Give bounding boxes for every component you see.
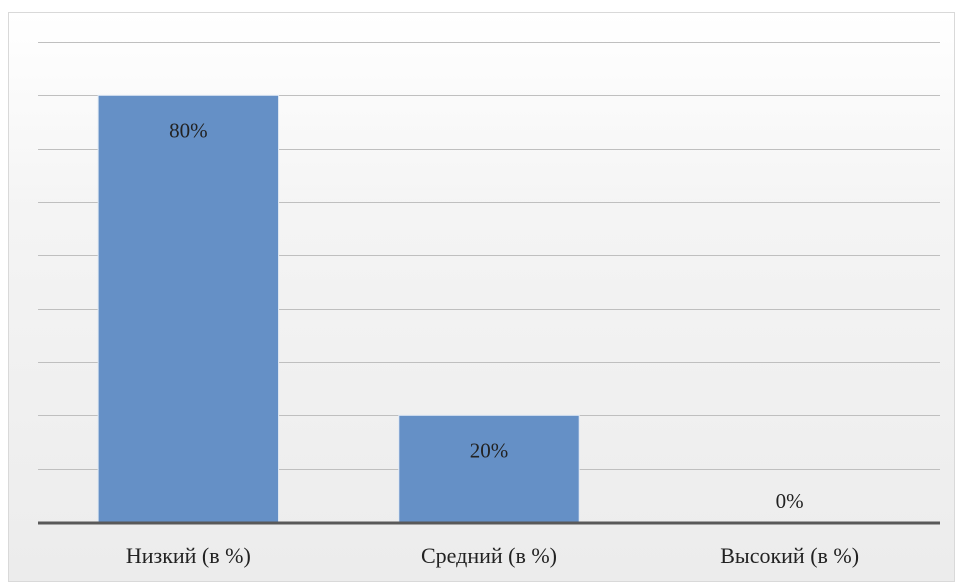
data-labels: 80% 20% 0% <box>169 118 804 513</box>
data-label-3: 0% <box>776 489 804 513</box>
category-label-3: Высокий (в %) <box>720 543 859 568</box>
bar-2 <box>398 414 580 523</box>
category-label-2: Средний (в %) <box>421 543 557 568</box>
bar-1 <box>97 94 280 523</box>
data-label-2: 20% <box>470 438 509 462</box>
bars <box>97 94 580 523</box>
category-label-1: Низкий (в %) <box>126 543 251 568</box>
category-labels: Низкий (в %) Средний (в %) Высокий (в %) <box>126 543 859 568</box>
data-label-1: 80% <box>169 118 208 142</box>
